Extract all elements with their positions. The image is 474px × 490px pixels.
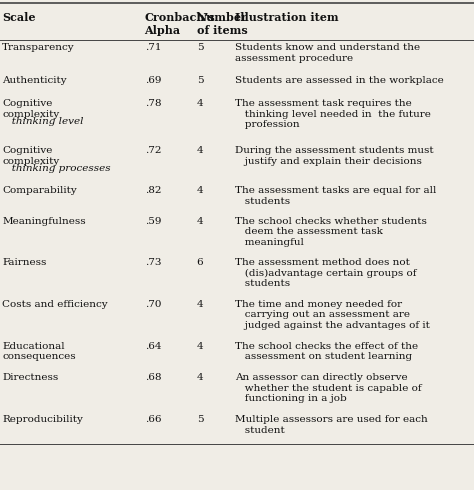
Text: thinking level: thinking level	[2, 117, 84, 126]
Text: 5: 5	[197, 76, 203, 85]
Text: 5: 5	[197, 43, 203, 52]
Text: Costs and efficiency: Costs and efficiency	[2, 300, 108, 309]
Text: The time and money needed for
   carrying out an assessment are
   judged agains: The time and money needed for carrying o…	[235, 300, 429, 330]
Text: Transparency: Transparency	[2, 43, 75, 52]
Text: Illustration item: Illustration item	[235, 12, 338, 23]
Text: An assessor can directly observe
   whether the student is capable of
   functio: An assessor can directly observe whether…	[235, 373, 421, 403]
Text: The assessment method does not
   (dis)advantage certain groups of
   students: The assessment method does not (dis)adva…	[235, 258, 416, 289]
Text: .78: .78	[145, 99, 161, 108]
Text: 5: 5	[197, 415, 203, 424]
Text: 4: 4	[197, 186, 203, 195]
Text: Students are assessed in the workplace: Students are assessed in the workplace	[235, 76, 443, 85]
Text: The assessment task requires the
   thinking level needed in  the future
   prof: The assessment task requires the thinkin…	[235, 99, 430, 129]
Text: .59: .59	[145, 217, 161, 225]
Text: Comparability: Comparability	[2, 186, 77, 195]
Text: Authenticity: Authenticity	[2, 76, 67, 85]
Text: .71: .71	[145, 43, 161, 52]
Text: Educational
consequences: Educational consequences	[2, 342, 76, 361]
Text: Cronbach’s
Alpha: Cronbach’s Alpha	[145, 12, 215, 36]
Text: .64: .64	[145, 342, 161, 350]
Text: Scale: Scale	[2, 12, 36, 23]
Text: .66: .66	[145, 415, 161, 424]
Text: Multiple assessors are used for each
   student: Multiple assessors are used for each stu…	[235, 415, 428, 435]
Text: 6: 6	[197, 258, 203, 267]
Text: 4: 4	[197, 300, 203, 309]
Text: 4: 4	[197, 99, 203, 108]
Text: During the assessment students must
   justify and explain their decisions: During the assessment students must just…	[235, 146, 433, 166]
Text: .70: .70	[145, 300, 161, 309]
Text: 4: 4	[197, 342, 203, 350]
Text: 4: 4	[197, 217, 203, 225]
Text: Meaningfulness: Meaningfulness	[2, 217, 86, 225]
Text: The school checks whether students
   deem the assessment task
   meaningful: The school checks whether students deem …	[235, 217, 427, 246]
Text: .82: .82	[145, 186, 161, 195]
Text: 4: 4	[197, 373, 203, 382]
Text: Cognitive
complexity: Cognitive complexity	[2, 99, 60, 119]
Text: .73: .73	[145, 258, 161, 267]
Text: Directness: Directness	[2, 373, 59, 382]
Text: .72: .72	[145, 146, 161, 155]
Text: Students know and understand the
assessment procedure: Students know and understand the assessm…	[235, 43, 420, 63]
Text: The assessment tasks are equal for all
   students: The assessment tasks are equal for all s…	[235, 186, 436, 206]
Text: thinking processes: thinking processes	[2, 164, 111, 173]
Text: Reproducibility: Reproducibility	[2, 415, 83, 424]
Text: The school checks the effect of the
   assessment on student learning: The school checks the effect of the asse…	[235, 342, 418, 361]
Text: .68: .68	[145, 373, 161, 382]
Text: 4: 4	[197, 146, 203, 155]
Text: Number
of items: Number of items	[197, 12, 247, 36]
Text: Fairness: Fairness	[2, 258, 47, 267]
Text: Cognitive
complexity: Cognitive complexity	[2, 146, 60, 166]
Text: .69: .69	[145, 76, 161, 85]
